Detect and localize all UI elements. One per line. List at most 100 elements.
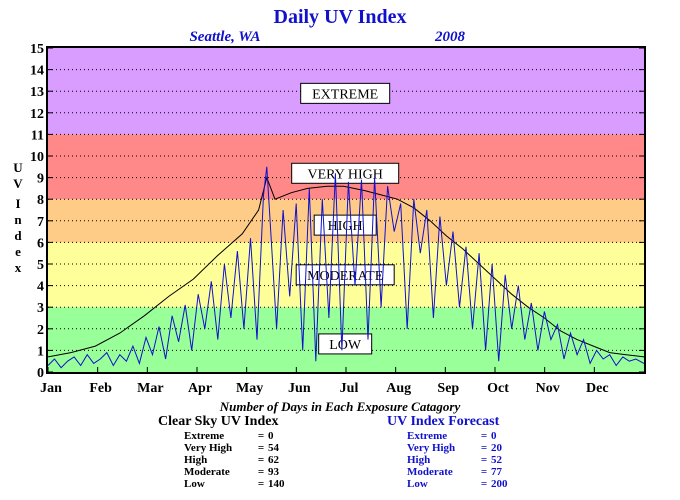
y-axis-label-letter: e: [15, 244, 21, 259]
y-axis-label-letter: d: [14, 228, 22, 243]
x-tick-label: Apr: [188, 381, 212, 396]
stats-equals: =: [257, 454, 265, 466]
y-tick-label: 11: [31, 128, 44, 143]
band-label: LOW: [329, 338, 362, 353]
y-axis-label-letter: x: [15, 260, 22, 275]
y-axis-label-letter: U: [13, 160, 23, 175]
stats-category: Extreme: [407, 430, 448, 442]
stats-count: 200: [491, 478, 508, 490]
stats-equals: =: [257, 442, 265, 454]
stats-row: High = 62: [184, 454, 298, 466]
stats-count: 93: [268, 466, 279, 478]
stats-row: Moderate = 93: [184, 466, 298, 478]
clear-sky-stats-title: Clear Sky UV Index: [158, 414, 279, 429]
x-tick-label: Mar: [137, 381, 163, 396]
stats-row: Low = 200: [407, 478, 521, 490]
x-tick-label: Aug: [386, 381, 411, 396]
y-axis-label-letter: n: [14, 212, 22, 227]
stats-row: High = 52: [407, 454, 521, 466]
stats-equals: =: [480, 442, 488, 454]
clear-sky-stats: Clear Sky UV Index Extreme = 0 Very High = 54…: [158, 414, 298, 490]
gridlines: [48, 69, 644, 351]
stats-category: Low: [184, 478, 205, 490]
y-tick-label: 6: [37, 236, 44, 251]
stats-category: Moderate: [407, 466, 453, 478]
stats-category: Very High: [184, 442, 233, 454]
x-tick-label: Jul: [340, 381, 359, 396]
stats-category: Moderate: [184, 466, 230, 478]
band-label: EXTREME: [312, 87, 378, 102]
stats-count: 20: [491, 442, 502, 454]
x-tick-label: May: [236, 381, 263, 396]
stats-equals: =: [480, 430, 488, 442]
band-label: HIGH: [328, 219, 363, 234]
band-label-box: [313, 214, 377, 236]
stats-equals: =: [257, 466, 265, 478]
y-tick-label: 12: [30, 107, 44, 122]
stats-count: 0: [491, 430, 497, 442]
chart-location: Seattle, WA: [189, 29, 260, 45]
y-tick-label: 3: [37, 301, 44, 316]
stats-row: Very High = 20: [407, 442, 521, 454]
stats-equals: =: [480, 454, 488, 466]
x-tick-label: Oct: [487, 381, 509, 396]
stats-row: Low = 140: [184, 478, 298, 490]
stats-row: Very High = 54: [184, 442, 298, 454]
y-tick-label: 10: [30, 150, 44, 165]
forecast-stats-table: Extreme = 0 Very High = 20 High = 52 Moderate = 77 L…: [407, 430, 521, 490]
chart-title: Daily UV Index: [274, 6, 407, 28]
stats-count: 77: [491, 466, 502, 478]
y-tick-label: 2: [37, 323, 44, 338]
stats-category: High: [407, 454, 431, 466]
stats-equals: =: [257, 478, 265, 490]
y-tick-label: 13: [30, 85, 44, 100]
stats-count: 0: [268, 430, 274, 442]
stats-equals: =: [480, 466, 488, 478]
y-tick-label: 15: [30, 42, 44, 57]
y-tick-label: 7: [37, 215, 44, 230]
band-label-box: [291, 162, 400, 184]
exposure-caption: Number of Days in Each Exposure Catagory: [219, 399, 461, 414]
y-tick-label: 14: [30, 64, 44, 79]
stats-count: 62: [268, 454, 279, 466]
stats-category: Extreme: [184, 430, 225, 442]
band-label-box: [318, 333, 373, 355]
forecast-stats-title: UV Index Forecast: [387, 414, 500, 429]
stats-equals: =: [257, 430, 265, 442]
stats-row: Extreme = 0: [407, 430, 521, 442]
stats-row: Moderate = 77: [407, 466, 521, 478]
series-clear: [47, 175, 645, 358]
series-lines: [47, 166, 645, 369]
x-tick-label: Sep: [437, 381, 459, 396]
band-label: VERY HIGH: [308, 167, 383, 182]
x-tick-label: Feb: [89, 381, 112, 396]
y-tick-label: 8: [37, 193, 44, 208]
uv-index-chart: Daily UV Index Seattle, WA 2008 LOWMODER…: [13, 6, 646, 396]
stats-row: Extreme = 0: [184, 430, 298, 442]
y-tick-label: 0: [37, 366, 44, 381]
x-axis: Jan Feb Mar Apr May Jun Jul Aug Sep Oct Nov Dec: [40, 367, 609, 396]
y-tick-label: 1: [37, 344, 44, 359]
x-tick-label: Jan: [40, 381, 62, 396]
y-axis-label-letter: V: [13, 176, 23, 191]
stats-category: Low: [407, 478, 428, 490]
x-tick-label: Jun: [288, 381, 311, 396]
forecast-stats: UV Index Forecast Extreme = 0 Very High = 20 H…: [387, 414, 521, 490]
x-tick-label: Nov: [536, 381, 560, 396]
stats-category: High: [184, 454, 208, 466]
y-tick-label: 9: [37, 172, 44, 187]
stats-equals: =: [480, 478, 488, 490]
y-axis-label-letter: I: [15, 196, 20, 211]
stats-count: 52: [491, 454, 502, 466]
x-tick-label: Dec: [586, 381, 609, 396]
band-label-box: [300, 82, 391, 104]
y-tick-label: 4: [37, 280, 44, 295]
stats-category: Very High: [407, 442, 456, 454]
chart-year: 2008: [434, 29, 466, 45]
stats-count: 54: [268, 442, 279, 454]
clear-sky-stats-table: Extreme = 0 Very High = 54 High = 62 Moderate = 93 L…: [184, 430, 298, 490]
stats-count: 140: [268, 478, 285, 490]
series-forecast: [47, 166, 645, 369]
